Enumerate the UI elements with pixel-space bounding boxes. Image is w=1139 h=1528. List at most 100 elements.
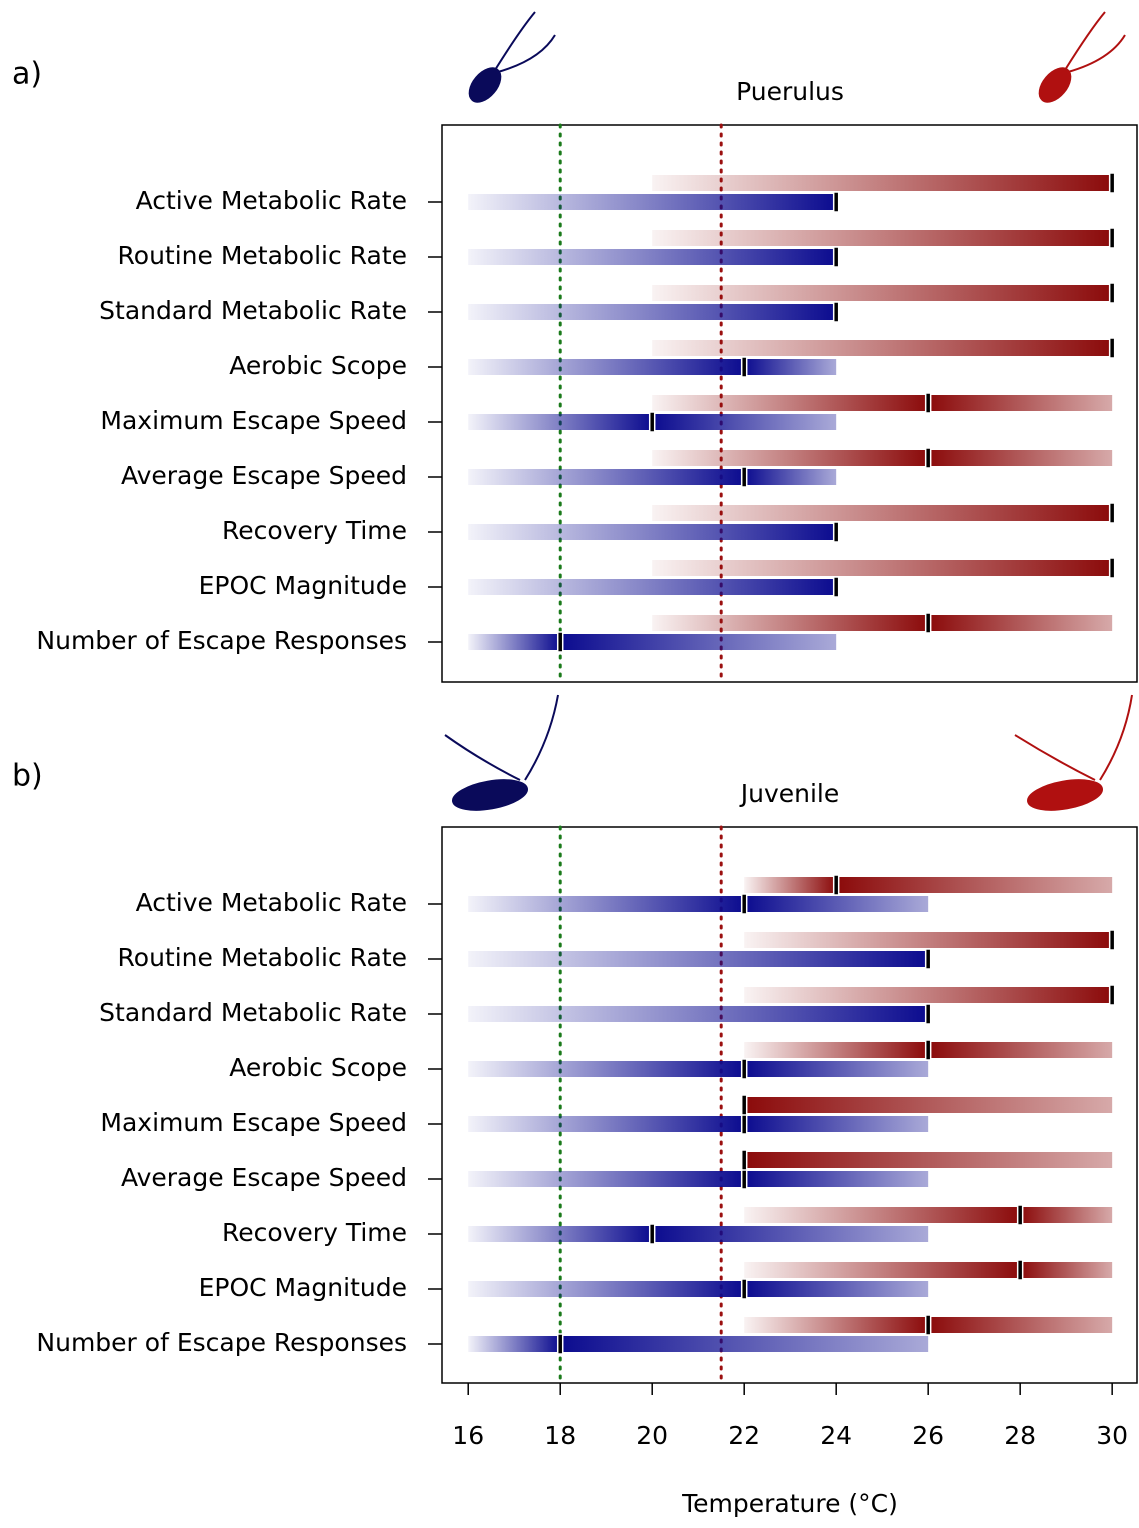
peak-marker [1108, 282, 1116, 304]
peak-marker [924, 447, 932, 469]
x-tick-label: 22 [728, 1421, 760, 1450]
y-tick-label: Standard Metabolic Rate [99, 296, 407, 325]
x-tick-label: 28 [1004, 1421, 1036, 1450]
x-tick-label: 30 [1096, 1421, 1128, 1450]
peak-marker [1108, 227, 1116, 249]
peak-marker [832, 301, 840, 323]
x-axis-label: Temperature (°C) [681, 1489, 898, 1518]
panel-label: b) [12, 759, 43, 794]
peak-marker [924, 1003, 932, 1025]
range-bar [652, 230, 1113, 246]
x-tick-label: 18 [544, 1421, 576, 1450]
peak-marker [740, 1149, 748, 1171]
peak-marker [924, 1039, 932, 1061]
range-bar [652, 395, 1113, 411]
range-bar [468, 579, 837, 595]
range-bar [468, 1006, 929, 1022]
y-tick-label: Aerobic Scope [229, 351, 407, 380]
peak-marker [740, 1113, 748, 1135]
range-bar [468, 896, 929, 912]
peak-marker [1108, 984, 1116, 1006]
y-tick-label: EPOC Magnitude [199, 571, 407, 600]
peak-marker [832, 874, 840, 896]
peak-marker [924, 1314, 932, 1336]
peak-marker [648, 1223, 656, 1245]
peak-marker [924, 948, 932, 970]
icon-cold-juvenile [444, 694, 559, 811]
plot-frame [441, 124, 1138, 683]
y-tick-label: Maximum Escape Speed [100, 1108, 407, 1137]
range-bar [468, 1171, 929, 1187]
icon-warm-juvenile [1014, 694, 1133, 811]
x-tick-label: 24 [820, 1421, 852, 1450]
peak-marker [832, 521, 840, 543]
y-tick-label: Aerobic Scope [229, 1053, 407, 1082]
range-bar [468, 1061, 929, 1077]
y-tick-label: Average Escape Speed [121, 461, 407, 490]
peak-marker [1108, 172, 1116, 194]
panel-title: Puerulus [736, 77, 844, 106]
peak-marker [740, 1168, 748, 1190]
range-bar [652, 450, 1113, 466]
peak-marker [648, 411, 656, 433]
y-tick-label: Maximum Escape Speed [100, 406, 407, 435]
y-tick-label: Routine Metabolic Rate [118, 943, 407, 972]
peak-marker [1016, 1259, 1024, 1281]
range-bar [652, 615, 1113, 631]
peak-marker [832, 191, 840, 213]
y-tick-label: Standard Metabolic Rate [99, 998, 407, 1027]
range-bar [468, 249, 837, 265]
range-bar [468, 304, 837, 320]
range-bar [468, 469, 837, 485]
range-bar [468, 1281, 929, 1297]
icon-cold-puerulus [468, 11, 556, 103]
peak-marker [1108, 337, 1116, 359]
range-bar [468, 1226, 929, 1242]
panel-label: a) [12, 57, 42, 92]
peak-marker [1108, 502, 1116, 524]
y-tick-label: Average Escape Speed [121, 1163, 407, 1192]
range-bar [744, 1097, 1113, 1113]
x-tick-label: 16 [452, 1421, 484, 1450]
range-bar [468, 1116, 929, 1132]
range-bar [744, 987, 1113, 1003]
range-bar [744, 877, 1113, 893]
y-tick-label: Routine Metabolic Rate [118, 241, 407, 270]
peak-marker [740, 1094, 748, 1116]
peak-marker [740, 893, 748, 915]
range-bar [468, 359, 837, 375]
plot-frame [441, 826, 1138, 1384]
range-bar [468, 1336, 929, 1352]
range-bar [468, 194, 837, 210]
peak-marker [740, 1278, 748, 1300]
peak-marker [1108, 929, 1116, 951]
y-tick-label: Active Metabolic Rate [136, 888, 407, 917]
peak-marker [1108, 557, 1116, 579]
peak-marker [556, 631, 564, 653]
peak-marker [924, 612, 932, 634]
peak-marker [740, 1058, 748, 1080]
y-tick-label: Number of Escape Responses [36, 626, 407, 655]
range-bar [468, 524, 837, 540]
range-bar [652, 285, 1113, 301]
panel-title: Juvenile [739, 779, 840, 808]
peak-marker [740, 466, 748, 488]
range-bar [652, 505, 1113, 521]
y-tick-label: Number of Escape Responses [36, 1328, 407, 1357]
peak-marker [556, 1333, 564, 1355]
y-tick-label: Recovery Time [222, 1218, 407, 1247]
range-bar [468, 634, 837, 650]
y-tick-label: Active Metabolic Rate [136, 186, 407, 215]
range-bar [744, 1262, 1113, 1278]
range-bar [744, 1152, 1113, 1168]
peak-marker [832, 246, 840, 268]
peak-marker [1016, 1204, 1024, 1226]
range-bar [744, 932, 1113, 948]
range-bar [652, 560, 1113, 576]
x-tick-label: 26 [912, 1421, 944, 1450]
range-bar [652, 340, 1113, 356]
y-tick-label: Recovery Time [222, 516, 407, 545]
x-tick-label: 20 [636, 1421, 668, 1450]
peak-marker [832, 576, 840, 598]
